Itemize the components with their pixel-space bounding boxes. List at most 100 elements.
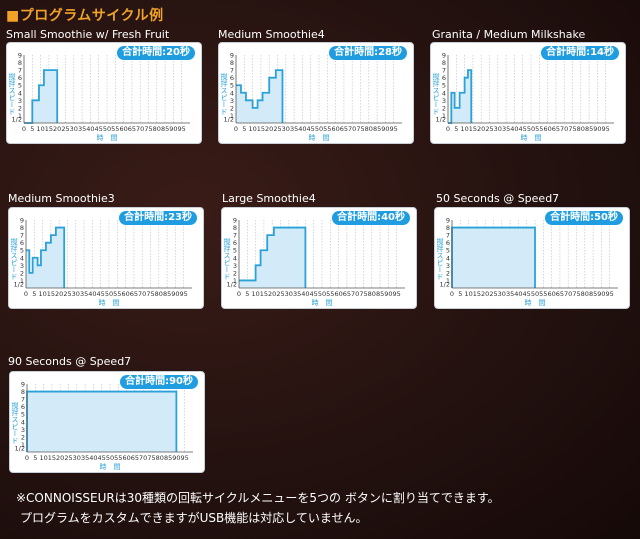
x-tick-label: 85	[585, 125, 593, 133]
page-title: ■プログラムサイクル例	[6, 8, 164, 24]
x-tick-label: 40	[301, 290, 309, 298]
x-tick-label: 30	[73, 454, 81, 462]
x-tick-label: 45	[310, 290, 318, 298]
speed-line	[239, 226, 307, 288]
chart-card: 1/2 1 2 3 4 5 6 7 8 9 撹拌スピード 0 5 10 15 20 25 30 35 40 45 50 55…	[218, 42, 414, 144]
x-tick-label: 65	[343, 290, 351, 298]
y-tick-label: 9	[20, 217, 24, 225]
x-tick-label: 5	[454, 125, 458, 133]
y-tick-label: 6	[442, 74, 446, 82]
y-tick-label: 1	[21, 441, 25, 449]
x-tick-label: 35	[502, 125, 510, 133]
x-tick-label: 25	[64, 454, 72, 462]
x-tick-label: 75	[572, 290, 580, 298]
x-tick-label: 85	[163, 290, 171, 298]
x-tick-label: 40	[89, 454, 97, 462]
x-tick-label: 0	[25, 454, 29, 462]
y-tick-label: 6	[21, 403, 25, 411]
x-axis-label: 時 間	[521, 134, 542, 142]
x-tick-label: 0	[24, 290, 28, 298]
x-tick-label: 35	[80, 290, 88, 298]
y-tick-label: 6	[446, 239, 450, 247]
y-tick-label: 2	[21, 433, 25, 441]
y-tick-label: 5	[442, 82, 446, 90]
x-tick-label: 0	[237, 290, 241, 298]
x-tick-label: 70	[560, 125, 568, 133]
x-axis-label: 時 間	[525, 299, 546, 307]
y-axis-label: 撹拌スピード	[11, 401, 19, 444]
speed-line	[448, 69, 473, 124]
x-tick-label: 55	[113, 290, 121, 298]
x-tick-label: 60	[119, 125, 127, 133]
chart-title: Medium Smoothie3	[8, 192, 115, 205]
x-tick-label: 65	[552, 125, 560, 133]
total-time-badge: 合計時間:23秒	[119, 211, 197, 225]
chart-title: Small Smoothie w/ Fresh Fruit	[6, 28, 170, 41]
y-tick-label: 1	[233, 277, 237, 285]
y-tick-label: 7	[446, 232, 450, 240]
y-tick-label: 7	[21, 396, 25, 404]
y-tick-label: 1/2	[440, 281, 450, 289]
x-tick-label: 60	[547, 290, 555, 298]
x-tick-label: 25	[276, 290, 284, 298]
x-tick-label: 0	[446, 125, 450, 133]
x-tick-label: 25	[61, 125, 69, 133]
x-tick-label: 15	[469, 125, 477, 133]
x-tick-label: 25	[489, 290, 497, 298]
y-tick-label: 6	[233, 239, 237, 247]
x-tick-label: 20	[55, 290, 63, 298]
y-tick-label: 2	[442, 104, 446, 112]
y-tick-label: 8	[230, 59, 234, 67]
y-tick-label: 5	[233, 247, 237, 255]
x-tick-label: 75	[356, 125, 364, 133]
x-tick-label: 40	[298, 125, 306, 133]
y-tick-label: 7	[18, 67, 22, 75]
x-tick-label: 15	[260, 290, 268, 298]
x-tick-label: 80	[365, 125, 373, 133]
total-time-badge: 合計時間:28秒	[329, 46, 407, 60]
chart-card: 1/2 1 2 3 4 5 6 7 8 9 撹拌スピード 0 5 10 15 20 25 30 35 40 45 50 55…	[6, 42, 202, 144]
chart-card: 1/2 1 2 3 4 5 6 7 8 9 撹拌スピード 0 5 10 15 20 25 30 35 40 45 50 55…	[8, 207, 204, 309]
x-tick-label: 60	[543, 125, 551, 133]
x-tick-label: 55	[535, 125, 543, 133]
x-tick-label: 50	[103, 125, 111, 133]
x-tick-label: 15	[47, 290, 55, 298]
x-tick-label: 40	[86, 125, 94, 133]
y-tick-label: 8	[18, 59, 22, 67]
x-tick-label: 80	[581, 290, 589, 298]
x-tick-label: 5	[32, 290, 36, 298]
total-time-badge: 合計時間:90秒	[120, 375, 198, 389]
y-tick-label: 7	[230, 67, 234, 75]
x-tick-label: 55	[539, 290, 547, 298]
x-tick-label: 55	[323, 125, 331, 133]
total-time-badge: 合計時間:40秒	[332, 211, 410, 225]
x-tick-label: 30	[494, 125, 502, 133]
x-tick-label: 0	[234, 125, 238, 133]
y-tick-label: 3	[230, 97, 234, 105]
x-tick-label: 50	[106, 454, 114, 462]
y-tick-label: 8	[233, 224, 237, 232]
x-tick-label: 30	[72, 290, 80, 298]
x-tick-label: 50	[105, 290, 113, 298]
y-axis-label: 撹拌スピード	[220, 72, 228, 115]
y-tick-label: 3	[20, 262, 24, 270]
x-tick-label: 5	[30, 125, 34, 133]
y-tick-label: 6	[18, 74, 22, 82]
x-tick-label: 50	[527, 125, 535, 133]
x-tick-label: 0	[22, 125, 26, 133]
chart-title: 50 Seconds @ Speed7	[436, 192, 560, 205]
x-tick-label: 10	[251, 290, 259, 298]
y-tick-label: 1/2	[15, 445, 25, 453]
x-tick-label: 85	[589, 290, 597, 298]
chart-card: 1/2 1 2 3 4 5 6 7 8 9 撹拌スピード 0 5 10 15 20 25 30 35 40 45 50 55…	[434, 207, 630, 309]
y-tick-label: 6	[20, 239, 24, 247]
y-tick-label: 1	[20, 277, 24, 285]
x-tick-label: 45	[95, 125, 103, 133]
x-tick-label: 75	[146, 290, 154, 298]
x-tick-label: 10	[248, 125, 256, 133]
y-tick-label: 1/2	[227, 281, 237, 289]
x-tick-label: 5	[242, 125, 246, 133]
